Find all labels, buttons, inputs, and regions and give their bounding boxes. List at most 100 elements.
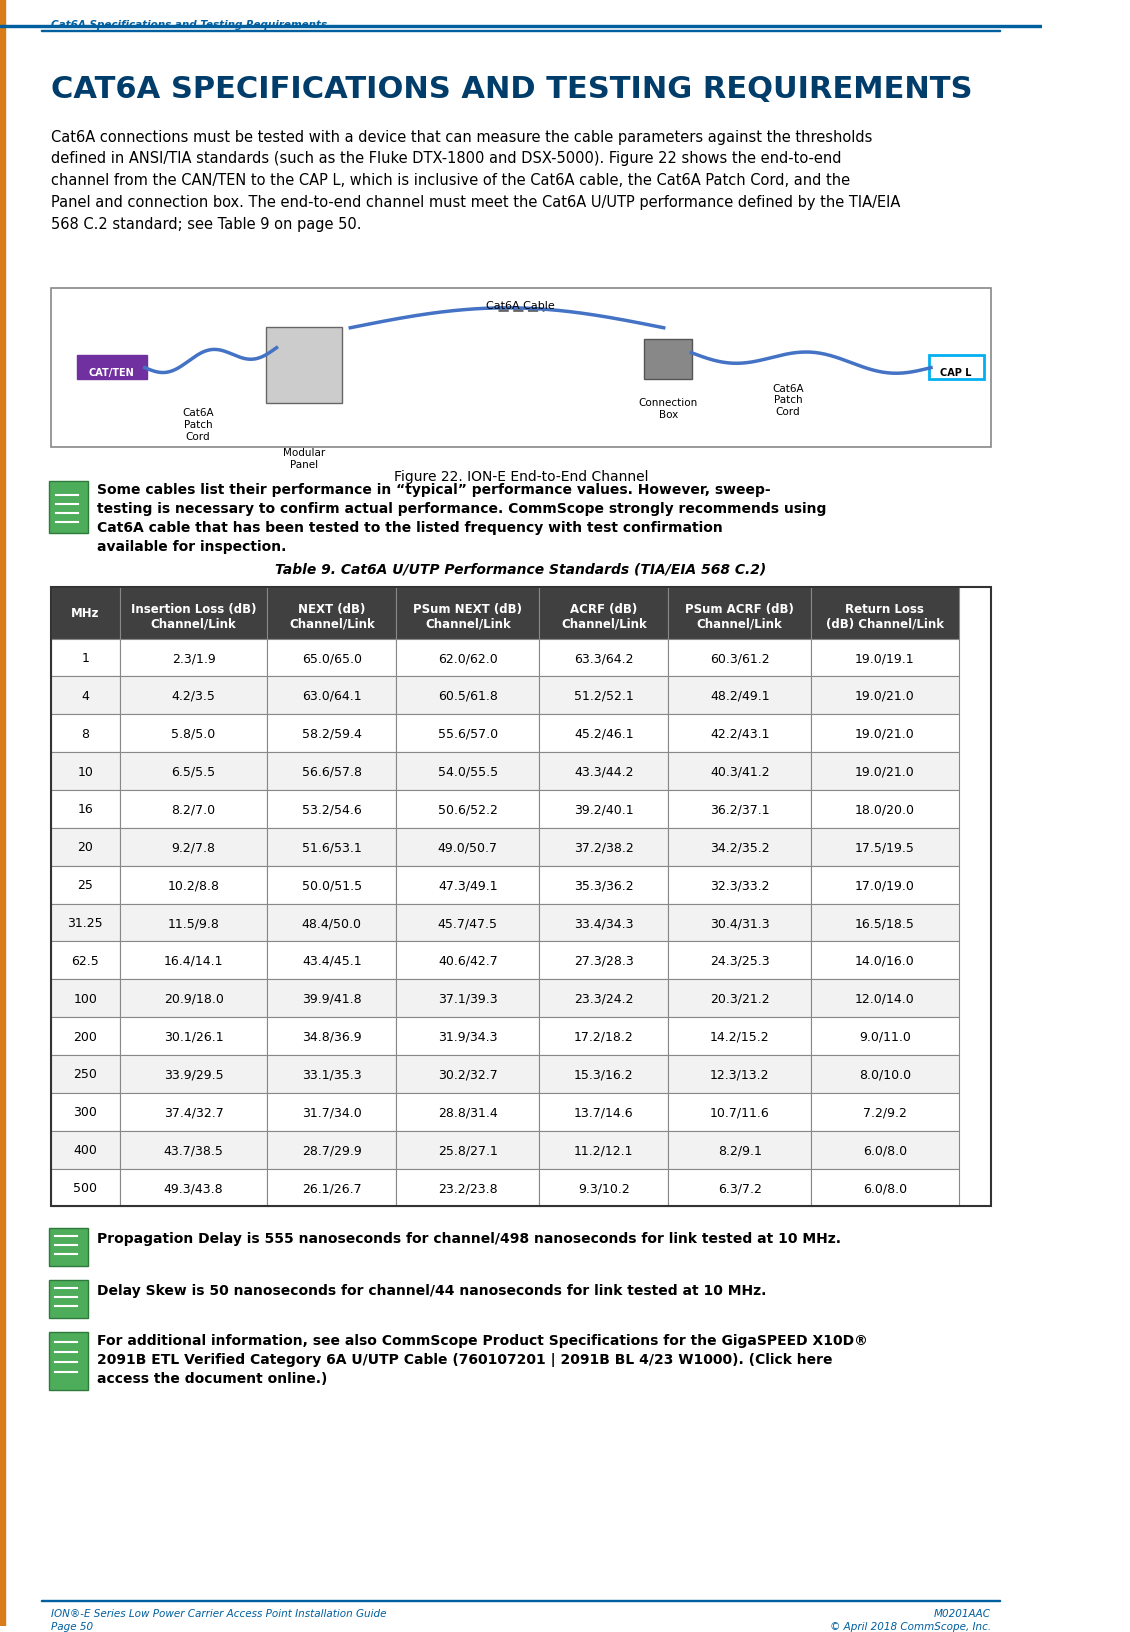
Text: Cat6A Cable: Cat6A Cable [486, 300, 555, 310]
Bar [268, 588, 397, 640]
Text: 8.2/7.0: 8.2/7.0 [172, 803, 216, 816]
Text: 63.3/64.2: 63.3/64.2 [574, 651, 634, 664]
Bar [811, 1093, 958, 1131]
Text: 10.7/11.6: 10.7/11.6 [710, 1105, 770, 1118]
Text: 43.7/38.5: 43.7/38.5 [164, 1144, 224, 1157]
Text: 13.7/14.6: 13.7/14.6 [574, 1105, 634, 1118]
Text: Delay Skew is 50 nanoseconds for channel/44 nanoseconds for link tested at 10 MH: Delay Skew is 50 nanoseconds for channel… [97, 1283, 766, 1297]
Bar [668, 677, 811, 715]
Text: 42.2/43.1: 42.2/43.1 [710, 728, 770, 741]
Text: 11.5/9.8: 11.5/9.8 [167, 917, 219, 930]
Bar [268, 829, 397, 867]
Bar [268, 1131, 397, 1169]
Text: 27.3/28.3: 27.3/28.3 [574, 955, 634, 968]
Bar [397, 640, 539, 677]
Bar [120, 1093, 268, 1131]
Bar [51, 1017, 120, 1056]
Text: Channel/Link: Channel/Link [150, 617, 236, 630]
Text: 24.3/25.3: 24.3/25.3 [710, 955, 770, 968]
Text: 36.2/37.1: 36.2/37.1 [710, 803, 770, 816]
Bar [668, 942, 811, 979]
Bar [51, 1169, 120, 1206]
Bar [120, 979, 268, 1017]
Text: 100: 100 [73, 992, 97, 1005]
FancyBboxPatch shape [49, 481, 87, 534]
Text: 43.4/45.1: 43.4/45.1 [302, 955, 362, 968]
Bar [668, 1017, 811, 1056]
Bar [120, 942, 268, 979]
Text: Modular
Panel: Modular Panel [284, 449, 325, 470]
Text: 1: 1 [81, 651, 89, 664]
Bar [51, 677, 120, 715]
Text: 45.2/46.1: 45.2/46.1 [574, 728, 634, 741]
Bar [397, 979, 539, 1017]
Bar [539, 752, 668, 790]
Text: Panel and connection box. The end-to-end channel must meet the Cat6A U/UTP perfo: Panel and connection box. The end-to-end… [51, 196, 901, 211]
Text: channel from the CAN/TEN to the CAP L, which is inclusive of the Cat6A cable, th: channel from the CAN/TEN to the CAP L, w… [51, 173, 850, 188]
Bar [51, 790, 120, 829]
Text: 12.0/14.0: 12.0/14.0 [855, 992, 915, 1005]
Bar [668, 904, 811, 942]
Bar [120, 1056, 268, 1093]
Text: available for inspection.: available for inspection. [97, 540, 286, 553]
Bar [668, 752, 811, 790]
Bar [120, 677, 268, 715]
Text: CAT6A SPECIFICATIONS AND TESTING REQUIREMENTS: CAT6A SPECIFICATIONS AND TESTING REQUIRE… [51, 75, 972, 104]
Text: 400: 400 [73, 1144, 97, 1157]
Text: Cat6A
Patch
Cord: Cat6A Patch Cord [772, 384, 803, 416]
Bar [268, 1056, 397, 1093]
Text: 50.0/51.5: 50.0/51.5 [302, 878, 362, 891]
Text: 300: 300 [73, 1105, 97, 1118]
Text: 9.3/10.2: 9.3/10.2 [577, 1182, 629, 1195]
Bar [811, 942, 958, 979]
Text: 33.1/35.3: 33.1/35.3 [302, 1067, 362, 1080]
Bar [811, 752, 958, 790]
Text: 34.8/36.9: 34.8/36.9 [302, 1030, 362, 1043]
Bar [539, 1017, 668, 1056]
Text: 62.5: 62.5 [71, 955, 99, 968]
Bar [51, 904, 120, 942]
Text: 31.25: 31.25 [68, 917, 103, 930]
Bar [0, 0, 5, 1625]
Text: Some cables list their performance in “typical” performance values. However, swe: Some cables list their performance in “t… [97, 483, 771, 496]
Text: 19.0/21.0: 19.0/21.0 [855, 689, 915, 702]
Text: 51.6/53.1: 51.6/53.1 [302, 840, 362, 854]
Text: 26.1/26.7: 26.1/26.7 [302, 1182, 362, 1195]
Text: 49.0/50.7: 49.0/50.7 [437, 840, 498, 854]
Bar [668, 1169, 811, 1206]
Bar [539, 829, 668, 867]
Bar [539, 588, 668, 640]
Text: 56.6/57.8: 56.6/57.8 [302, 765, 362, 778]
Bar [539, 904, 668, 942]
Bar [668, 790, 811, 829]
Bar [51, 1131, 120, 1169]
Bar [539, 640, 668, 677]
Text: Page 50: Page 50 [51, 1621, 93, 1630]
Text: 568 C.2 standard; see Table 9 on page 50.: 568 C.2 standard; see Table 9 on page 50… [51, 217, 362, 232]
Bar [539, 942, 668, 979]
Text: 50.6/52.2: 50.6/52.2 [437, 803, 497, 816]
Text: M0201AAC: M0201AAC [933, 1608, 991, 1617]
Text: 9.2/7.8: 9.2/7.8 [172, 840, 216, 854]
Bar [51, 829, 120, 867]
Bar [397, 752, 539, 790]
Text: 62.0/62.0: 62.0/62.0 [438, 651, 497, 664]
Text: 35.3/36.2: 35.3/36.2 [574, 878, 634, 891]
Bar [397, 1131, 539, 1169]
Text: Propagation Delay is 555 nanoseconds for channel/498 nanoseconds for link tested: Propagation Delay is 555 nanoseconds for… [97, 1232, 841, 1245]
Bar [51, 942, 120, 979]
Bar [811, 1056, 958, 1093]
Text: 65.0/65.0: 65.0/65.0 [302, 651, 362, 664]
Bar [120, 588, 268, 640]
Text: 17.2/18.2: 17.2/18.2 [574, 1030, 634, 1043]
Bar [811, 867, 958, 904]
Bar [811, 640, 958, 677]
Text: CAP L: CAP L [940, 367, 972, 377]
Text: 12.3/13.2: 12.3/13.2 [710, 1067, 770, 1080]
Text: 25.8/27.1: 25.8/27.1 [437, 1144, 497, 1157]
Text: 28.8/31.4: 28.8/31.4 [438, 1105, 497, 1118]
FancyBboxPatch shape [49, 1229, 87, 1266]
Text: 40.6/42.7: 40.6/42.7 [438, 955, 497, 968]
Bar [397, 1017, 539, 1056]
Bar [51, 1093, 120, 1131]
